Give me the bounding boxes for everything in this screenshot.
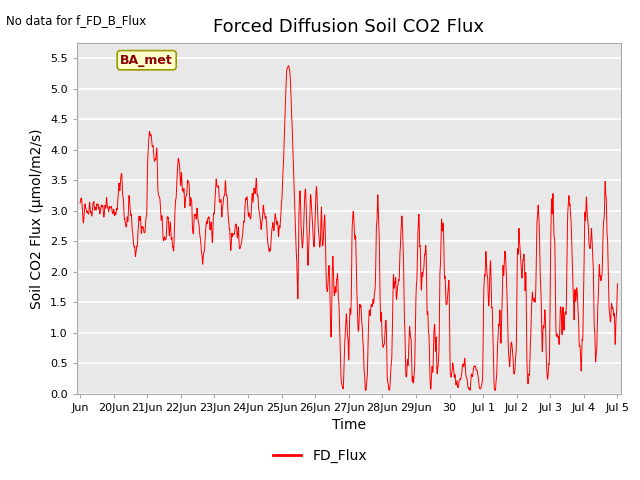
X-axis label: Time: Time [332,418,366,432]
Text: BA_met: BA_met [120,54,173,67]
Text: No data for f_FD_B_Flux: No data for f_FD_B_Flux [6,14,147,27]
Legend: FD_Flux: FD_Flux [268,443,372,468]
Title: Forced Diffusion Soil CO2 Flux: Forced Diffusion Soil CO2 Flux [213,18,484,36]
Y-axis label: Soil CO2 Flux (µmol/m2/s): Soil CO2 Flux (µmol/m2/s) [31,128,44,309]
